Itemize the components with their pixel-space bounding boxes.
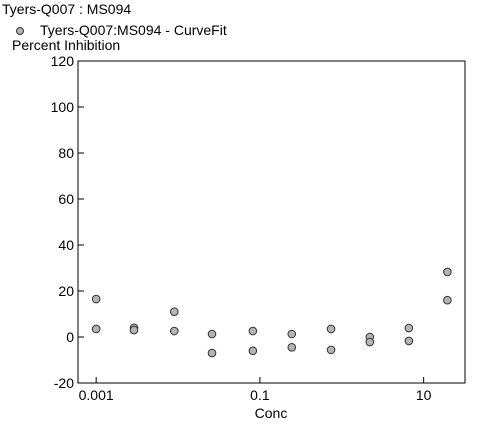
y-axis-label: Percent Inhibition [12,37,120,53]
data-point [91,324,101,334]
y-tick-label: 120 [51,53,75,69]
data-point [404,323,414,333]
x-tick-label: 0.001 [79,387,114,403]
data-point [169,307,179,317]
y-tick-label: 0 [66,329,74,345]
data-point [404,336,414,346]
data-point [287,343,297,352]
data-point [91,294,101,304]
y-tick-label: 20 [58,283,74,299]
data-point [248,346,258,356]
y-tick-label: 100 [51,99,75,115]
data-point [287,329,297,339]
data-point [207,348,217,358]
data-point [326,324,336,334]
data-point [443,295,452,305]
data-point [129,325,139,335]
data-point [365,337,375,347]
y-tick-label: 60 [58,191,74,207]
data-point [169,326,179,336]
y-tick-label: 80 [58,145,74,161]
data-point [207,329,217,339]
x-axis-label: Conc [255,405,288,421]
x-tick-label: 0.1 [250,387,270,403]
data-point [248,326,258,336]
x-tick-label: 10 [416,387,432,403]
legend-label: Tyers-Q007:MS094 - CurveFit [40,22,227,38]
y-tick-label: -20 [54,375,74,391]
plot-frame [77,60,466,384]
data-point [326,345,336,355]
y-tick-label: 40 [58,237,74,253]
legend-marker [16,27,24,35]
chart-title: Tyers-Q007 : MS094 [2,1,131,17]
data-point [443,267,452,277]
